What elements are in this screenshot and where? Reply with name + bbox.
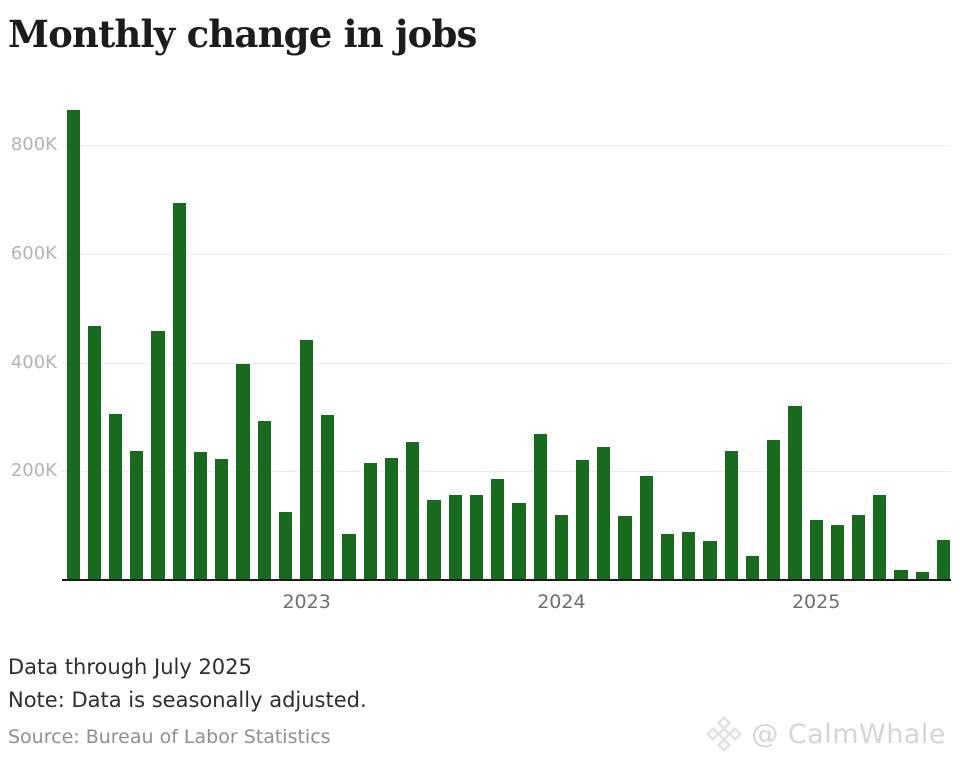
- seasonal-adjustment-note: Note: Data is seasonally adjusted.: [8, 688, 367, 712]
- bar-jan-2025: [809, 520, 823, 580]
- bar-dec-2022: [278, 512, 292, 580]
- chart-title: Monthly change in jobs: [8, 12, 477, 56]
- bar-aug-2024: [703, 540, 717, 580]
- calmwhale-diamond-logo-icon: [706, 716, 742, 752]
- bar-may-2024: [639, 475, 653, 580]
- bar-apr-2025: [873, 494, 887, 580]
- bar-jun-2025: [915, 572, 929, 580]
- y-axis-label-200k: 200K: [10, 460, 57, 482]
- bar-feb-2022: [66, 109, 80, 580]
- bar-nov-2024: [767, 439, 781, 580]
- gridline-600k: [62, 253, 951, 255]
- bar-mar-2022: [87, 325, 101, 580]
- bar-feb-2023: [321, 415, 335, 580]
- bar-jul-2022: [172, 203, 186, 580]
- bar-feb-2024: [576, 459, 590, 580]
- y-axis-label-400k: 400K: [10, 351, 57, 373]
- bar-apr-2024: [618, 515, 632, 580]
- bar-jul-2025: [936, 540, 951, 580]
- bar-jan-2023: [300, 340, 314, 580]
- gridline-200k: [62, 471, 951, 473]
- x-axis-label-2024: 2024: [537, 591, 586, 613]
- gridline-800k: [62, 145, 951, 147]
- bar-jul-2024: [682, 532, 696, 580]
- bar-may-2025: [894, 569, 908, 580]
- bar-sep-2024: [724, 450, 738, 580]
- bar-aug-2023: [448, 495, 462, 580]
- bar-apr-2023: [363, 463, 377, 580]
- watermark: @ CalmWhale: [704, 712, 946, 756]
- gridline-400k: [62, 362, 951, 364]
- bar-mar-2025: [852, 515, 866, 580]
- bar-jul-2023: [427, 500, 441, 580]
- bar-jun-2024: [660, 533, 675, 580]
- bar-feb-2025: [830, 525, 844, 580]
- x-axis-label-2025: 2025: [791, 591, 841, 613]
- bar-nov-2023: [512, 503, 526, 580]
- bar-oct-2024: [745, 556, 760, 580]
- data-through-note: Data through July 2025: [8, 655, 252, 679]
- bar-jun-2022: [151, 331, 165, 580]
- source-credit: Source: Bureau of Labor Statistics: [8, 726, 331, 748]
- bar-sep-2023: [469, 494, 484, 580]
- bar-jan-2024: [554, 515, 568, 580]
- bar-may-2023: [384, 457, 399, 580]
- y-axis-label-800k: 800K: [10, 134, 57, 156]
- bar-aug-2022: [193, 452, 208, 580]
- bar-nov-2022: [257, 420, 271, 580]
- bar-jun-2023: [406, 441, 420, 580]
- x-axis-line: [62, 579, 951, 581]
- bar-dec-2023: [533, 434, 547, 580]
- bar-sep-2022: [215, 458, 229, 580]
- watermark-handle: @ CalmWhale: [751, 718, 946, 750]
- bar-mar-2024: [597, 446, 611, 580]
- x-axis-label-2023: 2023: [282, 591, 331, 613]
- bar-dec-2024: [788, 406, 802, 580]
- y-axis-label-600k: 600K: [10, 242, 57, 264]
- bar-mar-2023: [342, 533, 356, 580]
- bar-oct-2023: [491, 479, 505, 580]
- bar-may-2022: [130, 450, 144, 580]
- bar-chart: 200K 400K 600K 800K 2023 2024 2025: [10, 109, 951, 613]
- bar-apr-2022: [108, 413, 123, 580]
- bar-oct-2022: [236, 364, 250, 580]
